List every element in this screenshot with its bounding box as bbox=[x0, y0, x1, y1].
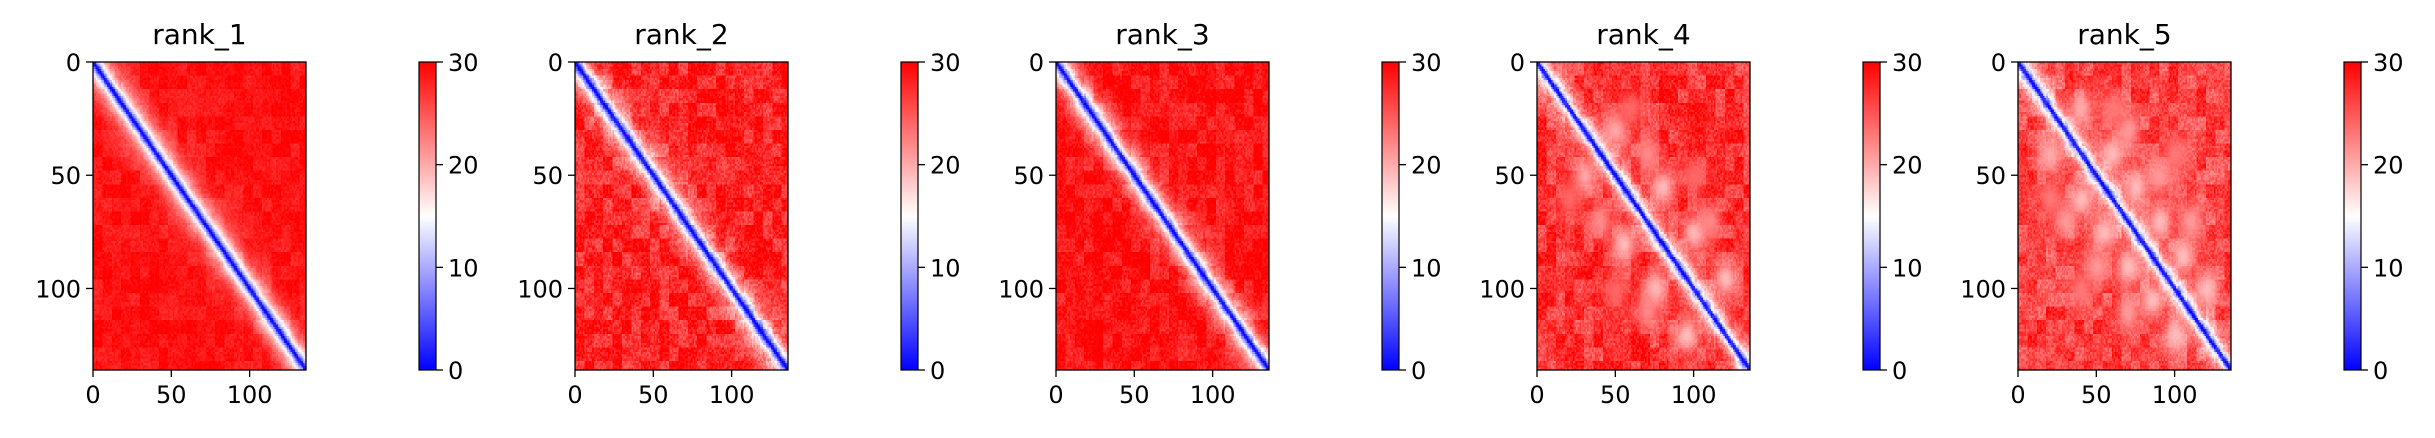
x-tick-label: 50 bbox=[638, 381, 669, 409]
x-tick-label: 0 bbox=[85, 381, 100, 409]
colorbar-tick-label: 20 bbox=[1411, 152, 1442, 180]
colorbar-tick-label: 30 bbox=[930, 49, 961, 77]
colorbar-tick-label: 0 bbox=[2373, 357, 2388, 385]
y-tick-label: 50 bbox=[1494, 162, 1525, 190]
chart-title: rank_2 bbox=[634, 18, 728, 51]
heatmap-panel-5: rank_5 0 50 100 0 50 100 0 10 20 30 bbox=[1960, 18, 2403, 409]
colorbar-tick-label: 30 bbox=[1892, 49, 1923, 77]
heatmap-image bbox=[2018, 62, 2231, 370]
colorbar-tick-label: 0 bbox=[448, 357, 463, 385]
colorbar-tick-label: 0 bbox=[930, 357, 945, 385]
colorbar-tick-label: 10 bbox=[1411, 254, 1442, 282]
y-tick-label: 0 bbox=[548, 49, 563, 77]
y-tick-label: 0 bbox=[66, 49, 81, 77]
colorbar-tick-label: 0 bbox=[1411, 357, 1426, 385]
x-tick-label: 50 bbox=[1600, 381, 1631, 409]
y-tick-label: 0 bbox=[1991, 49, 2006, 77]
colorbar-tick-label: 10 bbox=[448, 254, 479, 282]
colorbar-tick-label: 30 bbox=[448, 49, 479, 77]
heatmap-image bbox=[575, 62, 788, 370]
heatmap-image bbox=[1537, 62, 1750, 370]
x-tick-label: 100 bbox=[227, 381, 273, 409]
colorbar bbox=[2343, 61, 2362, 371]
x-tick-label: 50 bbox=[156, 381, 187, 409]
heatmap-image bbox=[93, 62, 306, 370]
colorbar bbox=[418, 61, 437, 371]
axes-frame bbox=[1055, 61, 1270, 371]
colorbar-tick-label: 30 bbox=[2373, 49, 2404, 77]
x-tick-label: 0 bbox=[1048, 381, 1063, 409]
axes-frame bbox=[574, 61, 789, 371]
y-tick-label: 50 bbox=[1013, 162, 1044, 190]
y-tick-label: 0 bbox=[1029, 49, 1044, 77]
colorbar-tick-label: 20 bbox=[448, 152, 479, 180]
heatmap-panel-2: rank_2 0 50 100 0 50 100 0 10 20 30 bbox=[517, 18, 960, 409]
x-tick-label: 100 bbox=[2152, 381, 2198, 409]
heatmap-panel-1: rank_1 0 50 100 0 50 100 0 10 20 30 bbox=[35, 18, 478, 409]
chart-title: rank_4 bbox=[1596, 18, 1690, 51]
colorbar bbox=[1862, 61, 1881, 371]
heatmap-panel-3: rank_3 0 50 100 0 50 100 0 10 20 30 bbox=[998, 18, 1441, 409]
x-tick-label: 0 bbox=[2010, 381, 2025, 409]
x-tick-label: 100 bbox=[1671, 381, 1717, 409]
x-tick-label: 100 bbox=[1190, 381, 1236, 409]
y-tick-label: 100 bbox=[35, 275, 81, 303]
x-tick-label: 0 bbox=[567, 381, 582, 409]
heatmap-image bbox=[1056, 62, 1269, 370]
y-tick-label: 50 bbox=[532, 162, 563, 190]
x-tick-label: 0 bbox=[1529, 381, 1544, 409]
colorbar-tick-label: 0 bbox=[1892, 357, 1907, 385]
colorbar-tick-label: 10 bbox=[2373, 254, 2404, 282]
y-tick-label: 0 bbox=[1510, 49, 1525, 77]
colorbar-tick-label: 30 bbox=[1411, 49, 1442, 77]
colorbar-tick-label: 20 bbox=[930, 152, 961, 180]
chart-title: rank_3 bbox=[1115, 18, 1209, 51]
y-tick-label: 100 bbox=[517, 275, 563, 303]
y-tick-label: 50 bbox=[50, 162, 81, 190]
colorbar bbox=[1381, 61, 1400, 371]
chart-title: rank_1 bbox=[152, 18, 246, 51]
x-tick-label: 50 bbox=[1119, 381, 1150, 409]
colorbar-tick-label: 10 bbox=[1892, 254, 1923, 282]
axes-frame bbox=[1536, 61, 1751, 371]
colorbar-tick-label: 10 bbox=[930, 254, 961, 282]
colorbar bbox=[900, 61, 919, 371]
axes-frame bbox=[2017, 61, 2232, 371]
x-tick-label: 50 bbox=[2081, 381, 2112, 409]
y-tick-label: 100 bbox=[998, 275, 1044, 303]
y-tick-label: 100 bbox=[1479, 275, 1525, 303]
y-tick-label: 100 bbox=[1960, 275, 2006, 303]
heatmap-panel-4: rank_4 0 50 100 0 50 100 0 10 20 30 bbox=[1479, 18, 1922, 409]
chart-title: rank_5 bbox=[2077, 18, 2171, 51]
x-tick-label: 100 bbox=[709, 381, 755, 409]
colorbar-tick-label: 20 bbox=[2373, 152, 2404, 180]
y-tick-label: 50 bbox=[1975, 162, 2006, 190]
colorbar-tick-label: 20 bbox=[1892, 152, 1923, 180]
axes-frame bbox=[92, 61, 307, 371]
